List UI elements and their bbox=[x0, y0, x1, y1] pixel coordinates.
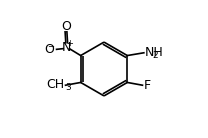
Text: CH: CH bbox=[47, 78, 65, 91]
Text: NH: NH bbox=[145, 46, 164, 59]
Text: O: O bbox=[44, 43, 54, 56]
Text: +: + bbox=[67, 39, 73, 48]
Text: 2: 2 bbox=[152, 51, 158, 60]
Text: O: O bbox=[61, 20, 71, 33]
Text: 3: 3 bbox=[65, 83, 71, 92]
Text: N: N bbox=[62, 41, 71, 54]
Text: −: − bbox=[47, 42, 54, 51]
Text: F: F bbox=[144, 79, 151, 92]
